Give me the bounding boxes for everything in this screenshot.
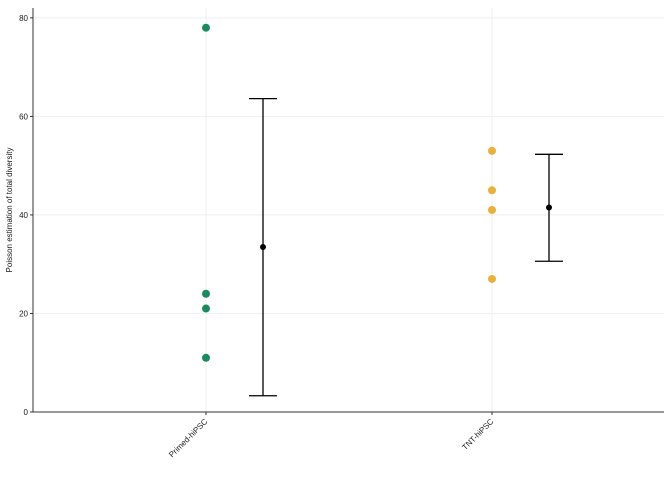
mean-point — [546, 204, 552, 211]
y-axis-title: Poisson estimation of total diversity — [5, 148, 14, 273]
data-points — [202, 23, 496, 362]
data-point — [488, 186, 496, 195]
y-tick-label: 20 — [19, 309, 28, 318]
y-tick-label: 0 — [24, 408, 29, 417]
axes — [32, 8, 664, 413]
data-point — [202, 289, 210, 298]
data-point — [488, 146, 496, 155]
x-tick-label: Primed-hiPSC — [167, 417, 209, 459]
mean-point — [260, 243, 266, 250]
data-point — [488, 206, 496, 214]
gridlines — [33, 8, 664, 413]
y-tick-label: 60 — [19, 112, 28, 121]
error-bars — [249, 98, 563, 397]
y-axis-ticks: 0 20 40 60 80 — [19, 14, 33, 417]
data-point — [202, 23, 210, 32]
y-tick-label: 80 — [19, 14, 28, 23]
x-tick-label: TNT-hiPSC — [460, 417, 495, 452]
data-point — [202, 353, 210, 362]
x-axis-ticks: Primed-hiPSC TNT-hiPSC — [167, 412, 496, 459]
data-point — [488, 274, 496, 283]
y-tick-label: 40 — [19, 211, 28, 220]
data-point — [202, 304, 210, 313]
